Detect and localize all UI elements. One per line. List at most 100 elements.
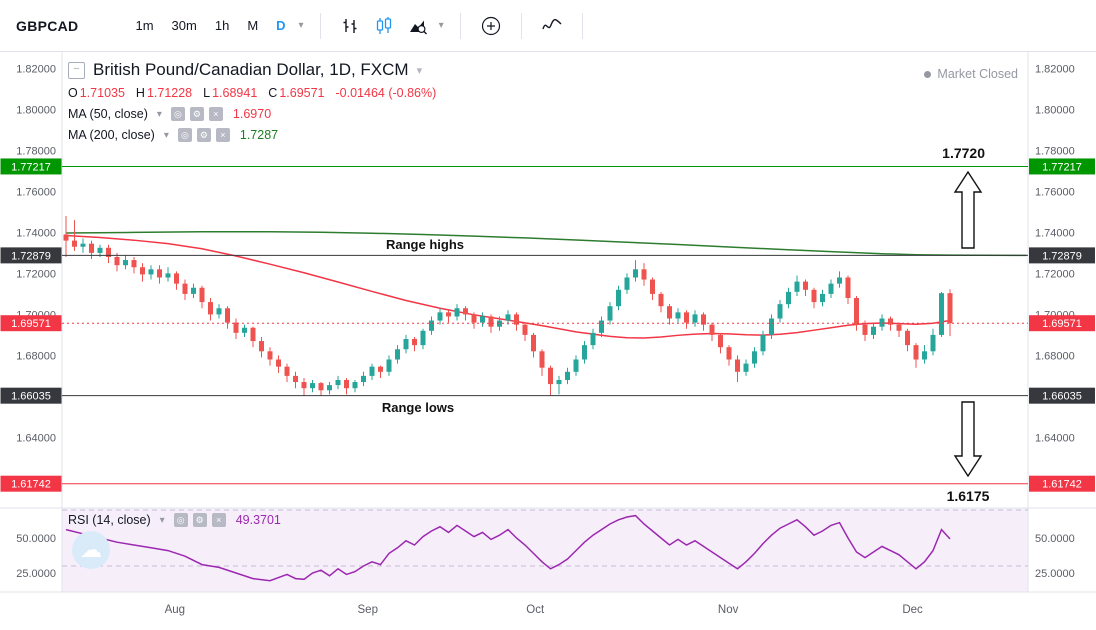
visibility-icon[interactable]: ◎ bbox=[177, 128, 192, 142]
gear-icon[interactable]: ⚙ bbox=[192, 513, 207, 527]
svg-text:1.64000: 1.64000 bbox=[16, 432, 56, 444]
svg-text:1.72000: 1.72000 bbox=[1035, 268, 1075, 280]
chart-canvas[interactable]: 1.82000 1.82000 1.80000 1.80000 1.78000 1.780… bbox=[0, 52, 1096, 625]
ma200-label[interactable]: MA (200, close) bbox=[68, 128, 155, 142]
svg-text:1.74000: 1.74000 bbox=[16, 227, 56, 239]
price-badges: 1.77217 1.77217 1.72879 1.72879 1.69571 1.695… bbox=[0, 158, 1095, 492]
interval-month-button[interactable]: M bbox=[238, 12, 267, 39]
svg-text:1.72879: 1.72879 bbox=[1042, 250, 1082, 262]
candles-layer bbox=[63, 216, 953, 396]
chevron-down-icon[interactable]: ▾ bbox=[416, 64, 423, 77]
svg-text:50.0000: 50.0000 bbox=[1035, 533, 1075, 545]
svg-text:1.76000: 1.76000 bbox=[1035, 186, 1075, 198]
pane-separators bbox=[0, 52, 1096, 593]
chevron-down-icon[interactable]: ▾ bbox=[156, 108, 162, 120]
area-chart-type-button[interactable] bbox=[401, 12, 435, 40]
svg-text:Range highs: Range highs bbox=[386, 237, 464, 252]
indicators-icon bbox=[541, 18, 562, 29]
close-icon[interactable]: × bbox=[208, 107, 223, 121]
svg-text:25.0000: 25.0000 bbox=[16, 568, 56, 580]
svg-text:1.78000: 1.78000 bbox=[16, 145, 56, 157]
down-arrow-annotation bbox=[953, 401, 983, 478]
svg-text:Dec: Dec bbox=[902, 604, 923, 616]
svg-text:1.76000: 1.76000 bbox=[16, 186, 56, 198]
up-arrow-annotation bbox=[953, 170, 983, 249]
symbol-title-row: − British Pound/Canadian Dollar, 1D, FXC… bbox=[68, 60, 436, 80]
symbol-name[interactable]: GBPCAD bbox=[16, 17, 79, 34]
svg-text:1.69571: 1.69571 bbox=[11, 318, 51, 330]
interval-switcher: 1m 30m 1h M D ▾ bbox=[126, 12, 307, 39]
gear-icon[interactable]: ⚙ bbox=[196, 128, 211, 142]
svg-text:1.7720: 1.7720 bbox=[942, 145, 985, 161]
svg-text:1.66035: 1.66035 bbox=[11, 391, 51, 403]
svg-text:Aug: Aug bbox=[165, 604, 185, 616]
close-icon[interactable]: × bbox=[215, 128, 230, 142]
svg-text:Nov: Nov bbox=[718, 604, 739, 616]
tradingview-watermark-logo[interactable]: ☁ bbox=[72, 531, 110, 569]
symbol-title[interactable]: British Pound/Canadian Dollar, 1D, FXCM bbox=[93, 60, 409, 79]
area-icon bbox=[409, 20, 427, 34]
interval-1h-button[interactable]: 1h bbox=[206, 12, 238, 39]
legend: − British Pound/Canadian Dollar, 1D, FXC… bbox=[68, 60, 436, 142]
toolbar-separator bbox=[319, 12, 321, 39]
cloud-icon: ☁ bbox=[80, 537, 102, 562]
svg-text:1.77217: 1.77217 bbox=[1042, 161, 1082, 173]
rsi-value: 49.3701 bbox=[235, 513, 281, 527]
ma50-value: 1.6970 bbox=[232, 107, 272, 121]
legend-collapse-button[interactable]: − bbox=[68, 61, 85, 79]
svg-text:1.69571: 1.69571 bbox=[1042, 318, 1082, 330]
month-labels: Aug Sep Oct Nov Dec bbox=[165, 604, 924, 616]
rsi-line bbox=[65, 514, 951, 582]
svg-text:Sep: Sep bbox=[358, 604, 378, 616]
annotations-layer: Range highs Range lows 1.7720 1.6175 bbox=[382, 145, 990, 504]
chart-area[interactable]: 1.82000 1.82000 1.80000 1.80000 1.78000 1.780… bbox=[0, 52, 1096, 625]
open-value: O 1.71035 bbox=[68, 86, 125, 100]
toolbar-separator bbox=[520, 12, 522, 39]
market-closed-status: Market Closed bbox=[924, 67, 1018, 81]
bars-chart-type-button[interactable] bbox=[333, 12, 367, 40]
bars-icon bbox=[343, 18, 357, 33]
svg-text:1.61742: 1.61742 bbox=[11, 479, 51, 491]
interval-1m-button[interactable]: 1m bbox=[126, 12, 162, 39]
visibility-icon[interactable]: ◎ bbox=[173, 513, 188, 527]
compare-plus-icon bbox=[481, 16, 500, 35]
rsi-label[interactable]: RSI (14, close) bbox=[68, 513, 151, 527]
compare-button[interactable] bbox=[473, 11, 509, 41]
indicators-button[interactable] bbox=[534, 11, 570, 41]
chevron-down-icon[interactable]: ▾ bbox=[438, 20, 444, 31]
svg-text:25.0000: 25.0000 bbox=[1035, 568, 1075, 580]
level-lines[interactable] bbox=[62, 165, 1028, 485]
toolbar: GBPCAD 1m 30m 1h M D ▾ ▾ bbox=[0, 0, 1096, 52]
ma50-label[interactable]: MA (50, close) bbox=[68, 107, 148, 121]
svg-text:1.68000: 1.68000 bbox=[16, 350, 56, 362]
rsi-bands bbox=[62, 509, 1028, 567]
visibility-icon[interactable]: ◎ bbox=[170, 107, 185, 121]
candles-icon bbox=[376, 16, 391, 34]
interval-day-button[interactable]: D bbox=[267, 12, 294, 39]
svg-text:1.78000: 1.78000 bbox=[1035, 145, 1075, 157]
market-closed-label: Market Closed bbox=[937, 67, 1018, 81]
ma200-value: 1.7287 bbox=[239, 128, 279, 142]
candles-chart-type-button[interactable] bbox=[367, 12, 401, 40]
interval-30m-button[interactable]: 30m bbox=[163, 12, 206, 39]
axis-ticks: 1.82000 1.82000 1.80000 1.80000 1.78000 1.780… bbox=[16, 63, 1075, 580]
market-closed-dot bbox=[924, 70, 932, 78]
svg-text:1.77217: 1.77217 bbox=[11, 161, 51, 173]
svg-text:1.66035: 1.66035 bbox=[1042, 391, 1082, 403]
close-value: C 1.69571 bbox=[268, 86, 325, 100]
svg-text:1.80000: 1.80000 bbox=[16, 104, 56, 116]
chevron-down-icon[interactable]: ▾ bbox=[298, 20, 304, 31]
ma200-row: MA (200, close) ▾ ◎ ⚙ × 1.7287 bbox=[68, 128, 436, 142]
ma50-line bbox=[65, 234, 951, 339]
svg-text:1.72879: 1.72879 bbox=[11, 250, 51, 262]
chevron-down-icon[interactable]: ▾ bbox=[163, 129, 169, 141]
gear-icon[interactable]: ⚙ bbox=[189, 107, 204, 121]
ma200-line bbox=[65, 231, 1027, 257]
ohlc-values: O 1.71035 H 1.71228 L 1.68941 C 1.69571 -0.0… bbox=[68, 86, 436, 100]
svg-text:1.61742: 1.61742 bbox=[1042, 479, 1082, 491]
svg-text:50.0000: 50.0000 bbox=[16, 533, 56, 545]
close-icon[interactable]: × bbox=[211, 513, 226, 527]
low-value: L 1.68941 bbox=[203, 86, 258, 100]
change-value: -0.01464 (-0.86%) bbox=[335, 86, 437, 100]
chevron-down-icon[interactable]: ▾ bbox=[159, 514, 165, 526]
